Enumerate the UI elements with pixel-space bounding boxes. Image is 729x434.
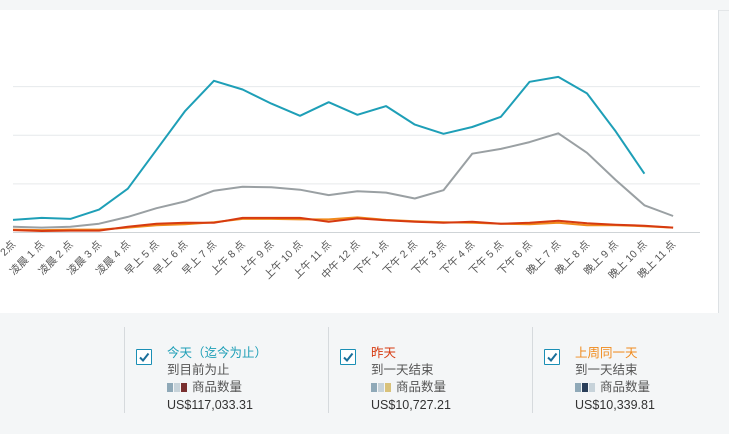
checkmark-icon	[139, 352, 150, 363]
legend-divider	[328, 327, 329, 413]
legend-divider	[124, 327, 125, 413]
legend-value-yesterday: US$10,727.21	[371, 398, 451, 412]
legend-sub-last-week: 到一天结束	[575, 363, 638, 377]
legend-item-today[interactable]: 今天（迄今为止） 到目前为止 商品数量 US$117,033.31	[126, 327, 326, 413]
legend-item-last-week[interactable]: 上周同一天 到一天结束 商品数量 US$10,339.81	[534, 327, 724, 413]
metric-icon	[575, 380, 596, 397]
legend-label-last-week: 上周同一天	[575, 346, 638, 360]
series-line-0	[12, 75, 646, 221]
series-line-3	[12, 132, 674, 229]
series-line-1	[12, 216, 674, 232]
legend-item-yesterday[interactable]: 昨天 到一天结束 商品数量 US$10,727.21	[330, 327, 530, 413]
x-tick-label: 2点	[0, 239, 18, 259]
legend-value-today: US$117,033.31	[167, 398, 253, 412]
legend: 今天（迄今为止） 到目前为止 商品数量 US$117,033.31 昨天 到一天…	[0, 313, 729, 434]
grid-layer	[13, 86, 700, 233]
legend-label-yesterday: 昨天	[371, 346, 397, 360]
metric-icon	[167, 380, 188, 397]
legend-divider	[532, 327, 533, 413]
series-layer	[12, 75, 674, 232]
checkmark-icon	[547, 352, 558, 363]
chart-panel: 2点 凌晨 1 点凌晨 2 点凌晨 3 点凌晨 4 点早上 5 点早上 6 点早上…	[0, 10, 719, 313]
legend-sub-today: 到目前为止	[167, 363, 230, 377]
legend-label-today: 今天（迄今为止）	[167, 346, 268, 360]
checkbox-last-week[interactable]	[544, 349, 560, 365]
checkbox-yesterday[interactable]	[340, 349, 356, 365]
legend-metric-last-week: 商品数量	[600, 380, 651, 394]
legend-metric-yesterday: 商品数量	[396, 380, 447, 394]
legend-metric-today: 商品数量	[192, 380, 243, 394]
metric-icon	[371, 380, 392, 397]
legend-value-last-week: US$10,339.81	[575, 398, 655, 412]
legend-sub-yesterday: 到一天结束	[371, 363, 434, 377]
checkmark-icon	[343, 352, 354, 363]
checkbox-today[interactable]	[136, 349, 152, 365]
